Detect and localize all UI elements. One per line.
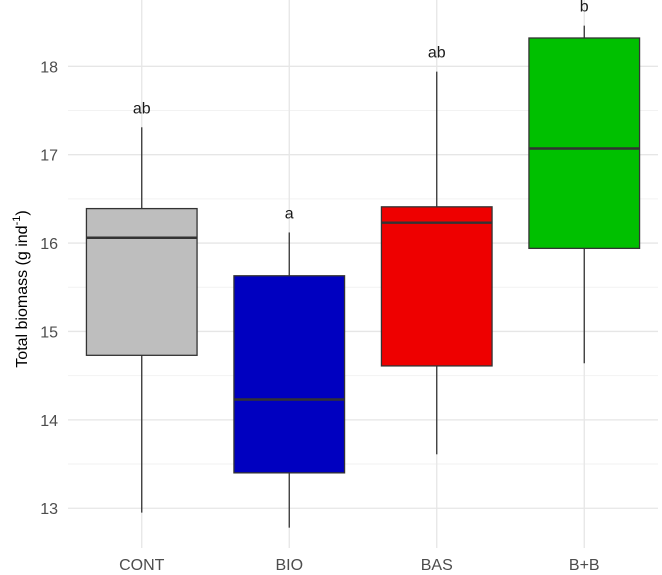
box-body	[380, 206, 493, 367]
x-tick-label: B+B	[569, 557, 600, 574]
y-tick-label: 16	[40, 236, 58, 253]
box-body	[85, 207, 198, 356]
box-cont: ab	[85, 100, 198, 513]
y-axis-label: Total biomass (g ind-1)	[11, 210, 31, 367]
y-axis-label-main: Total biomass (g ind	[14, 225, 31, 367]
box-bio: a	[233, 205, 346, 528]
box-b-b: b	[528, 0, 641, 364]
significance-letter: ab	[133, 100, 151, 117]
y-tick-label: 17	[40, 148, 58, 165]
x-axis-ticks: CONT BIO BAS B+B	[119, 557, 600, 574]
y-tick-label: 15	[40, 324, 58, 341]
box-bas: ab	[380, 45, 493, 455]
box-body	[528, 37, 641, 250]
y-axis-label-close: )	[14, 210, 31, 215]
y-axis-ticks: 13 14 15 16 17 18	[40, 59, 58, 518]
y-tick-label: 14	[40, 413, 58, 430]
y-tick-label: 18	[40, 59, 58, 76]
y-axis-label-superscript: -1	[11, 216, 23, 226]
x-tick-label: CONT	[119, 557, 165, 574]
x-tick-label: BAS	[421, 557, 453, 574]
y-tick-label: 13	[40, 501, 58, 518]
significance-letter: b	[580, 0, 589, 16]
significance-letter: ab	[428, 45, 446, 62]
significance-letter: a	[285, 205, 294, 222]
box-body	[233, 275, 346, 474]
x-tick-label: BIO	[275, 557, 303, 574]
boxes: ab a ab b	[85, 0, 641, 528]
